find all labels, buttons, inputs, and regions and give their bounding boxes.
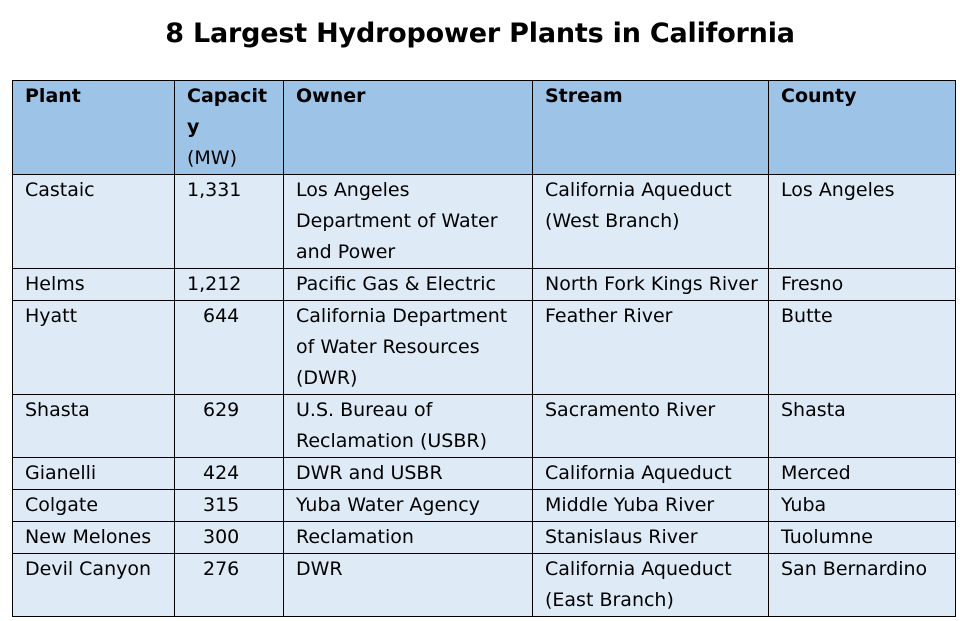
cell-county: Butte bbox=[768, 300, 956, 395]
hydropower-table: Plant Capacity (MW) Owner Stream County … bbox=[12, 80, 956, 617]
column-header-capacity: Capacity (MW) bbox=[174, 80, 284, 175]
cell-plant: Castaic bbox=[12, 174, 175, 269]
cell-stream: Sacramento River bbox=[532, 394, 769, 458]
cell-capacity: 276 bbox=[174, 553, 284, 617]
cell-capacity: 1,212 bbox=[174, 268, 284, 301]
table-row: Helms 1,212 Pacific Gas & Electric North… bbox=[12, 268, 956, 301]
cell-stream: North Fork Kings River bbox=[532, 268, 769, 301]
cell-plant: Shasta bbox=[12, 394, 175, 458]
cell-owner: California Department of Water Resources… bbox=[283, 300, 533, 395]
cell-plant: Colgate bbox=[12, 489, 175, 522]
cell-stream: Stanislaus River bbox=[532, 521, 769, 554]
column-header-county: County bbox=[768, 80, 956, 175]
table-row: Colgate 315 Yuba Water Agency Middle Yub… bbox=[12, 489, 956, 522]
table-row: Shasta 629 U.S. Bureau of Reclamation (U… bbox=[12, 394, 956, 458]
table-row: Gianelli 424 DWR and USBR California Aqu… bbox=[12, 457, 956, 490]
cell-capacity: 300 bbox=[174, 521, 284, 554]
cell-stream: Middle Yuba River bbox=[532, 489, 769, 522]
cell-county: Shasta bbox=[768, 394, 956, 458]
cell-capacity: 1,331 bbox=[174, 174, 284, 269]
cell-owner: DWR bbox=[283, 553, 533, 617]
column-header-plant: Plant bbox=[12, 80, 175, 175]
cell-owner: Pacific Gas & Electric bbox=[283, 268, 533, 301]
cell-county: San Bernardino bbox=[768, 553, 956, 617]
cell-county: Los Angeles bbox=[768, 174, 956, 269]
cell-stream: California Aqueduct (West Branch) bbox=[532, 174, 769, 269]
page-title: 8 Largest Hydropower Plants in Californi… bbox=[165, 18, 795, 49]
cell-stream: California Aqueduct (East Branch) bbox=[532, 553, 769, 617]
cell-plant: New Melones bbox=[12, 521, 175, 554]
cell-plant: Helms bbox=[12, 268, 175, 301]
cell-capacity: 629 bbox=[174, 394, 284, 458]
cell-stream: California Aqueduct bbox=[532, 457, 769, 490]
table-row: Castaic 1,331 Los Angeles Department of … bbox=[12, 174, 956, 269]
cell-capacity: 315 bbox=[174, 489, 284, 522]
cell-county: Tuolumne bbox=[768, 521, 956, 554]
table-row: New Melones 300 Reclamation Stanislaus R… bbox=[12, 521, 956, 554]
capacity-header-unit: (MW) bbox=[187, 147, 238, 169]
table-row: Devil Canyon 276 DWR California Aqueduct… bbox=[12, 553, 956, 617]
capacity-header-label: Capacity bbox=[187, 85, 268, 138]
cell-plant: Hyatt bbox=[12, 300, 175, 395]
cell-county: Merced bbox=[768, 457, 956, 490]
cell-stream: Feather River bbox=[532, 300, 769, 395]
table-row: Hyatt 644 California Department of Water… bbox=[12, 300, 956, 395]
cell-plant: Gianelli bbox=[12, 457, 175, 490]
cell-plant: Devil Canyon bbox=[12, 553, 175, 617]
cell-county: Fresno bbox=[768, 268, 956, 301]
cell-owner: DWR and USBR bbox=[283, 457, 533, 490]
cell-capacity: 644 bbox=[174, 300, 284, 395]
cell-county: Yuba bbox=[768, 489, 956, 522]
column-header-owner: Owner bbox=[283, 80, 533, 175]
cell-capacity: 424 bbox=[174, 457, 284, 490]
cell-owner: Los Angeles Department of Water and Powe… bbox=[283, 174, 533, 269]
cell-owner: Reclamation bbox=[283, 521, 533, 554]
cell-owner: Yuba Water Agency bbox=[283, 489, 533, 522]
column-header-stream: Stream bbox=[532, 80, 769, 175]
cell-owner: U.S. Bureau of Reclamation (USBR) bbox=[283, 394, 533, 458]
table-header-row: Plant Capacity (MW) Owner Stream County bbox=[12, 80, 956, 175]
